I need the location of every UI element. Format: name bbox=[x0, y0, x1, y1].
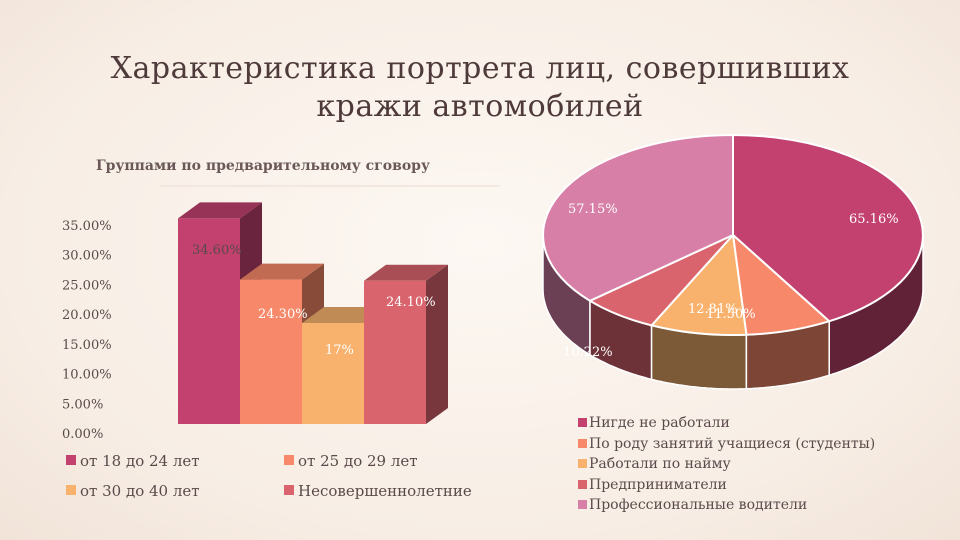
legend-swatch bbox=[66, 455, 76, 465]
bar-front bbox=[364, 280, 426, 424]
legend-swatch bbox=[578, 438, 587, 448]
pie-value-label: 11.50% bbox=[706, 307, 756, 322]
bar-4 bbox=[364, 264, 448, 424]
pie-slice-5 bbox=[542, 133, 734, 302]
pie-side-walls bbox=[542, 234, 924, 390]
legend-swatch bbox=[66, 485, 76, 495]
slide-title-line-1: Характеристика портрета лиц, совершивших bbox=[110, 51, 850, 86]
legend-swatch bbox=[284, 485, 294, 495]
pie-legend-item: Профессиональные водители bbox=[578, 495, 875, 516]
legend-label: По роду занятий учащиеся (студенты) bbox=[589, 435, 876, 452]
y-tick-label: 0.00% bbox=[62, 427, 103, 442]
y-tick-label: 15.00% bbox=[62, 338, 112, 353]
bar-top bbox=[178, 202, 262, 219]
bar-top bbox=[240, 263, 324, 280]
pie-legend-item: Работали по найму bbox=[578, 454, 875, 475]
pie-slice-1 bbox=[732, 133, 924, 323]
legend-label: Профессиональные водители bbox=[589, 497, 808, 513]
legend-label: от 18 до 24 лет bbox=[80, 452, 200, 470]
pie-legend-item: По роду занятий учащиеся (студенты) bbox=[578, 434, 875, 455]
legend-label: от 30 до 40 лет bbox=[80, 482, 200, 500]
y-tick-label: 30.00% bbox=[62, 249, 112, 264]
bar-front bbox=[178, 218, 240, 424]
bar-legend-item: от 18 до 24 лет bbox=[66, 452, 200, 470]
bar-value-label: 24.10% bbox=[386, 295, 436, 310]
bar-legend-item: от 30 до 40 лет bbox=[66, 482, 200, 500]
pie-value-label: 12.81% bbox=[688, 302, 738, 317]
bar-front bbox=[302, 322, 364, 424]
bar-legend-item: Несовершеннолетние bbox=[284, 482, 472, 500]
legend-label: Несовершеннолетние bbox=[298, 482, 472, 500]
bar-side bbox=[426, 264, 448, 424]
pie-value-label: 10.22% bbox=[563, 345, 613, 360]
legend-label: Нигде не работали bbox=[589, 415, 730, 431]
y-tick-label: 25.00% bbox=[62, 278, 112, 293]
legend-label: Предприниматели bbox=[589, 476, 727, 493]
bar-top bbox=[364, 264, 448, 281]
legend-swatch bbox=[578, 418, 587, 427]
y-tick-label: 5.00% bbox=[62, 397, 103, 412]
legend-swatch bbox=[578, 500, 587, 509]
legend-label: от 25 до 29 лет bbox=[298, 452, 418, 470]
pie-slice-3 bbox=[649, 232, 748, 337]
bar-value-label: 24.30% bbox=[258, 307, 308, 322]
legend-swatch bbox=[578, 459, 587, 468]
pie-legend-item: Предприниматели bbox=[578, 475, 875, 496]
pie-value-label: 65.16% bbox=[849, 212, 899, 227]
legend-swatch bbox=[578, 479, 587, 489]
slide-title-line-2: кражи автомобилей bbox=[316, 89, 644, 124]
legend-label: Работали по найму bbox=[589, 456, 731, 472]
bar-value-label: 17% bbox=[325, 343, 354, 358]
y-tick-label: 10.00% bbox=[62, 368, 112, 383]
bar-front bbox=[240, 279, 302, 424]
y-tick-label: 35.00% bbox=[62, 219, 112, 234]
legend-swatch bbox=[284, 455, 294, 465]
slide-title: Характеристика портрета лиц, совершивших… bbox=[0, 50, 960, 126]
bar-legend-item: от 25 до 29 лет bbox=[284, 452, 418, 470]
bar-chart-title: Группами по предварительному сговору bbox=[96, 158, 430, 174]
pie-value-label: 57.15% bbox=[568, 202, 618, 217]
pie-legend-item: Нигде не работали bbox=[578, 413, 875, 434]
pie-chart-legend: Нигде не работали По роду занятий учащиес… bbox=[578, 413, 875, 516]
y-tick-label: 20.00% bbox=[62, 308, 112, 323]
bar-value-label: 34.60% bbox=[192, 243, 242, 258]
